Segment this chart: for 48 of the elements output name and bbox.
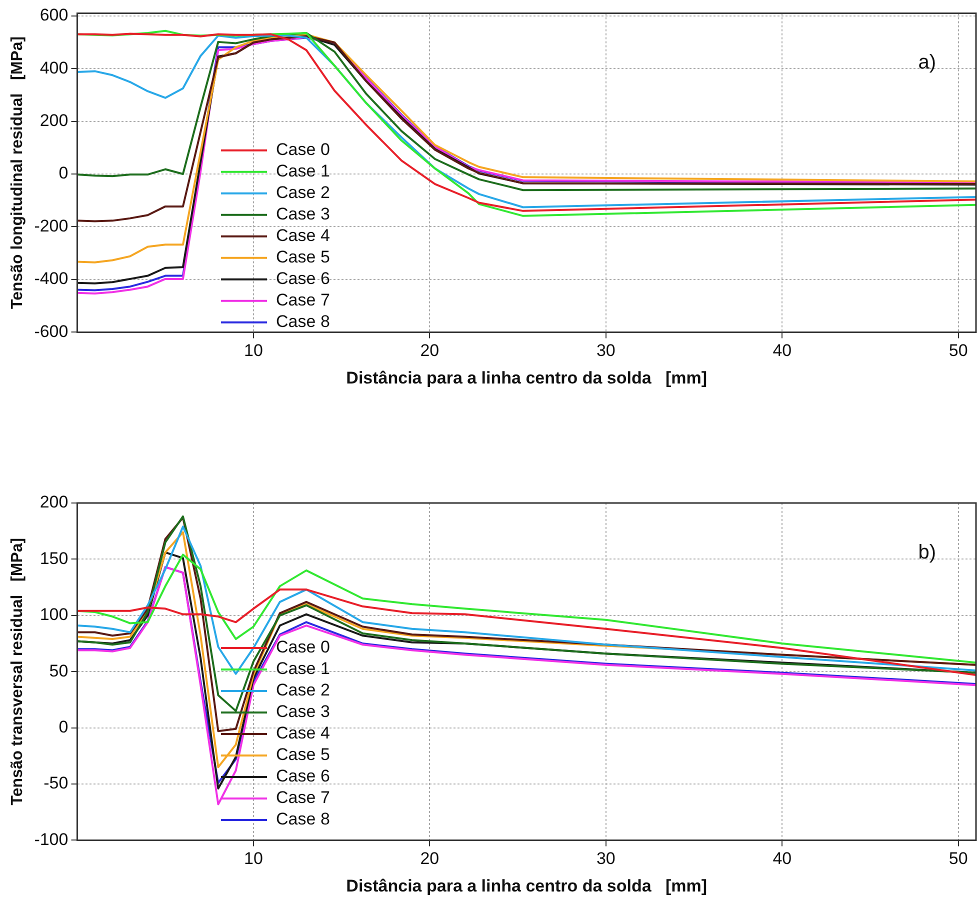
- x-tick-label: 40: [772, 849, 792, 868]
- x-tick-label: 40: [772, 341, 792, 360]
- x-tick-label: 30: [596, 849, 616, 868]
- legend-label: Case 1: [276, 162, 330, 181]
- legend-label: Case 2: [276, 183, 330, 202]
- legend-label: Case 0: [276, 140, 330, 160]
- legend-label: Case 2: [276, 680, 330, 700]
- x-axis-title: Distância para a linha centro da solda [mm]: [346, 876, 708, 896]
- x-tick-label: 20: [420, 849, 440, 868]
- legend-label: Case 4: [276, 226, 330, 246]
- x-tick-label: 20: [420, 341, 440, 360]
- y-tick-label: -600: [34, 322, 68, 341]
- y-tick-label: 0: [58, 717, 68, 736]
- legend-label: Case 5: [276, 248, 330, 267]
- x-tick-label: 30: [596, 341, 616, 360]
- y-tick-label: 50: [49, 661, 68, 680]
- y-tick-label: 400: [40, 58, 68, 78]
- legend-label: Case 0: [276, 638, 330, 657]
- y-tick-label: -100: [34, 830, 68, 849]
- legend-label: Case 4: [276, 724, 330, 743]
- annotation: a): [918, 52, 936, 74]
- legend-label: Case 1: [276, 659, 330, 678]
- legend-label: Case 5: [276, 745, 330, 764]
- legend-label: Case 6: [276, 269, 330, 288]
- legend-label: Case 6: [276, 766, 330, 786]
- legend-label: Case 7: [276, 290, 330, 310]
- y-tick-label: -50: [44, 774, 68, 793]
- legend-label: Case 8: [276, 312, 330, 332]
- x-tick-label: 50: [948, 341, 968, 360]
- y-tick-label: 0: [58, 164, 68, 183]
- y-tick-label: 150: [40, 548, 68, 568]
- x-tick-label: 50: [948, 849, 968, 868]
- legend-label: Case 8: [276, 810, 330, 829]
- y-tick-label: 100: [40, 605, 68, 624]
- y-axis-title: Tensão longitudinal residual [MPa]: [9, 36, 26, 310]
- y-tick-label: 200: [40, 110, 68, 130]
- y-tick-label: 600: [40, 6, 68, 25]
- x-tick-label: 10: [244, 341, 263, 360]
- legend-label: Case 3: [276, 204, 330, 224]
- y-tick-label: -200: [34, 216, 68, 236]
- legend-label: Case 3: [276, 702, 330, 722]
- legend-label: Case 7: [276, 788, 330, 808]
- y-axis-title: Tensão transversal residual [MPa]: [9, 538, 26, 806]
- annotation: b): [918, 542, 936, 564]
- x-tick-label: 10: [244, 849, 263, 868]
- x-axis-title: Distância para a linha centro da solda [mm]: [346, 368, 708, 388]
- y-tick-label: -400: [34, 269, 68, 288]
- y-tick-label: 200: [40, 492, 68, 512]
